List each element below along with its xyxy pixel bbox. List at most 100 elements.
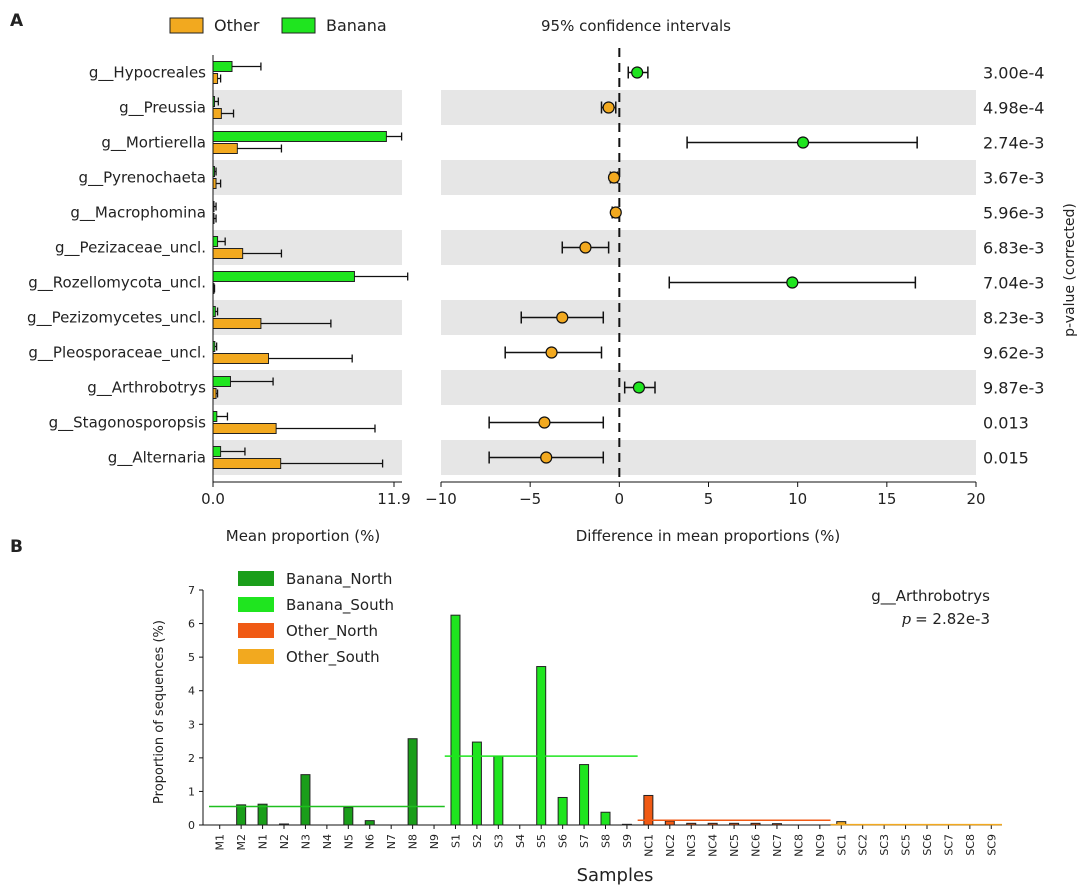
category-label: g__Macrophomina [70, 204, 206, 223]
band-right-5 [441, 230, 976, 265]
category-label: g__Stagonosporopsis [49, 414, 207, 433]
sample-label: N5 [342, 834, 355, 849]
left-x-tick-label: 0.0 [201, 490, 225, 508]
sample-bar [707, 822, 718, 826]
bar-banana [212, 446, 222, 457]
legend-label-banana-north: Banana_North [286, 570, 392, 589]
p-value-axis-label: p-value (corrected) [1062, 203, 1078, 337]
bar-other [212, 248, 244, 259]
ci-x-tick-label: 5 [704, 490, 714, 508]
sample-bar [471, 741, 482, 826]
legend-swatch-banana-north [238, 571, 274, 586]
p-value: 6.83e-3 [983, 239, 1044, 258]
ci-point [602, 101, 615, 114]
sample-label: S8 [600, 834, 613, 848]
sample-label: S4 [514, 834, 527, 848]
bar-banana [212, 376, 231, 387]
sample-bar [343, 807, 354, 826]
legend-swatch-banana [281, 17, 316, 34]
ci-point [786, 276, 799, 289]
sample-label: N3 [299, 834, 312, 849]
sample-bar [621, 823, 632, 826]
sample-label: SC6 [921, 834, 934, 856]
bar-other [212, 73, 219, 84]
p-value: 3.67e-3 [983, 169, 1044, 188]
panel-b-y-tick-label: 5 [188, 651, 195, 664]
sample-label: NC3 [685, 834, 698, 857]
left-x-axis-label: Mean proportion (%) [226, 527, 381, 545]
panel-b-y-tick-label: 7 [188, 584, 195, 597]
p-value: 3.00e-4 [983, 64, 1044, 83]
panel-b-y-tick-label: 3 [188, 718, 195, 731]
sample-label: NC1 [642, 834, 655, 857]
band-left-11 [213, 440, 402, 475]
sample-bar-chart: 0 1 2 3 4 5 6 7 M1 M2 N1 N2 N3 N4 N5 N6 N7 N8 N9 S1 S2 S3 S4 S5… [188, 570, 1002, 857]
sample-label: N9 [428, 834, 441, 849]
p-value: 0.015 [983, 449, 1029, 468]
band-right-3 [441, 160, 976, 195]
sample-bar [279, 823, 290, 826]
ci-point [796, 136, 810, 149]
legend-swatch-banana-south [238, 597, 274, 612]
band-left-9 [213, 370, 402, 405]
sample-label: NC5 [728, 834, 741, 857]
bar-banana [212, 61, 233, 72]
ci-x-tick-label: 0 [615, 490, 625, 508]
bar-banana [212, 411, 218, 422]
ci-x-tick-label: 10 [788, 490, 807, 508]
sample-bar [750, 822, 761, 826]
sample-label: SC7 [942, 834, 955, 856]
sample-bar [257, 803, 268, 826]
ci-point [556, 311, 569, 324]
sample-label: SC8 [964, 834, 977, 856]
band-right-1 [441, 90, 976, 125]
category-label: g__Hypocreales [89, 64, 206, 83]
ci-point [538, 416, 551, 429]
bar-other [212, 458, 282, 469]
left-x-tick-label: 11.9 [377, 490, 410, 508]
ci-x-tick-label: 20 [966, 490, 985, 508]
sample-label: SC1 [835, 834, 848, 856]
p-value: 7.04e-3 [983, 274, 1044, 293]
panel-a-label: A [10, 11, 24, 31]
p-value-column: 3.00e-4 4.98e-4 2.74e-3 3.67e-3 5.96e-3 6.83e… [983, 64, 1044, 468]
legend-label-other-north: Other_North [286, 622, 378, 641]
p-value: 4.98e-4 [983, 99, 1044, 118]
p-symbol: p [901, 610, 911, 628]
sample-label: N8 [407, 834, 420, 849]
sample-label: SC3 [878, 834, 891, 856]
bar-banana [212, 236, 219, 247]
sample-label: S7 [578, 834, 591, 848]
sample-label: S1 [449, 834, 462, 848]
band-left-3 [213, 160, 402, 195]
ci-x-axis-label: Difference in mean proportions (%) [576, 527, 841, 545]
panel-b-p-value: p = 2.82e-3 [901, 610, 990, 628]
ci-x-tick-label: 15 [877, 490, 896, 508]
band-left-5 [213, 230, 402, 265]
band-left-7 [213, 300, 402, 335]
sample-bar [236, 804, 247, 826]
category-label: g__Pezizomycetes_uncl. [27, 309, 206, 328]
mean-proportion-chart: g__Hypocreales g__Preussia g__Mortierellag… [27, 55, 411, 508]
sample-bar [686, 822, 697, 826]
ci-point [540, 451, 553, 464]
band-left-1 [213, 90, 402, 125]
sample-label: SC9 [985, 834, 998, 856]
panel-b-y-tick-label: 2 [188, 752, 195, 765]
panel-b-title: g__Arthrobotrys [871, 587, 990, 606]
bar-other [212, 143, 238, 154]
sample-bar [771, 823, 782, 826]
legend-label-other: Other [214, 16, 260, 35]
panel-b-y-tick-label: 1 [188, 785, 195, 798]
legend-swatch-other [169, 17, 204, 34]
category-label: g__Pyrenochaeta [79, 169, 206, 188]
sample-bar [364, 820, 375, 826]
panel-b-y-tick-label: 0 [188, 819, 195, 832]
ci-point [545, 346, 558, 359]
bar-banana [212, 271, 355, 282]
sample-label: N1 [257, 834, 270, 849]
ci-point [607, 171, 621, 184]
bar-other [212, 108, 222, 119]
sample-bar [664, 820, 675, 826]
bar-other [212, 353, 270, 364]
